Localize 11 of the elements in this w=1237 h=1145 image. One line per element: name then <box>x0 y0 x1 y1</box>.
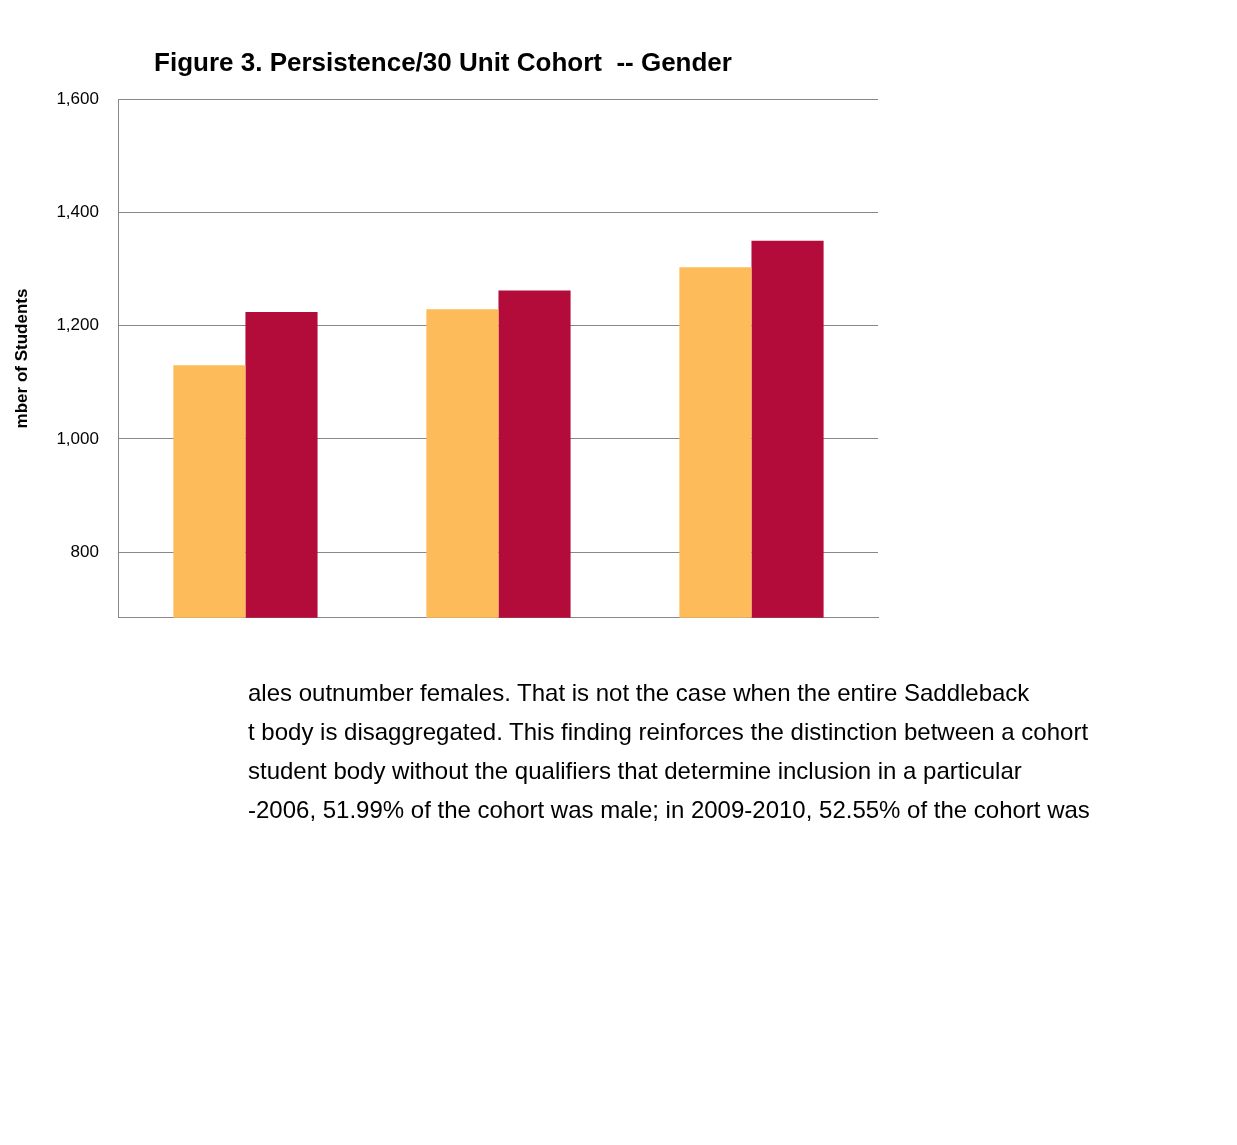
text: -2006, 51.99% of the cohort was male; in 2009-2010, 52.55% of the cohort was <box>248 795 1091 825</box>
y-axis-title: mber of Students <box>11 288 31 429</box>
y-tick-label: 1,400 <box>56 202 99 222</box>
text: student body without the qualifiers that determine inclusion in a particular <box>248 756 1023 786</box>
y-tick-label: 800 <box>70 541 99 561</box>
y-tick-label: 1,000 <box>56 428 99 448</box>
text: ales outnumber females. That is not the case when the entire Saddleback <box>248 678 1031 708</box>
text: t body is disaggregated. This finding reinforces the distinction between a cohort <box>248 717 1090 747</box>
chart-title: Figure 3. Persistence/30 Unit Cohort -- Gender <box>154 46 732 77</box>
y-tick-label: 1,200 <box>56 315 99 335</box>
y-tick-label: 1,600 <box>56 88 99 108</box>
